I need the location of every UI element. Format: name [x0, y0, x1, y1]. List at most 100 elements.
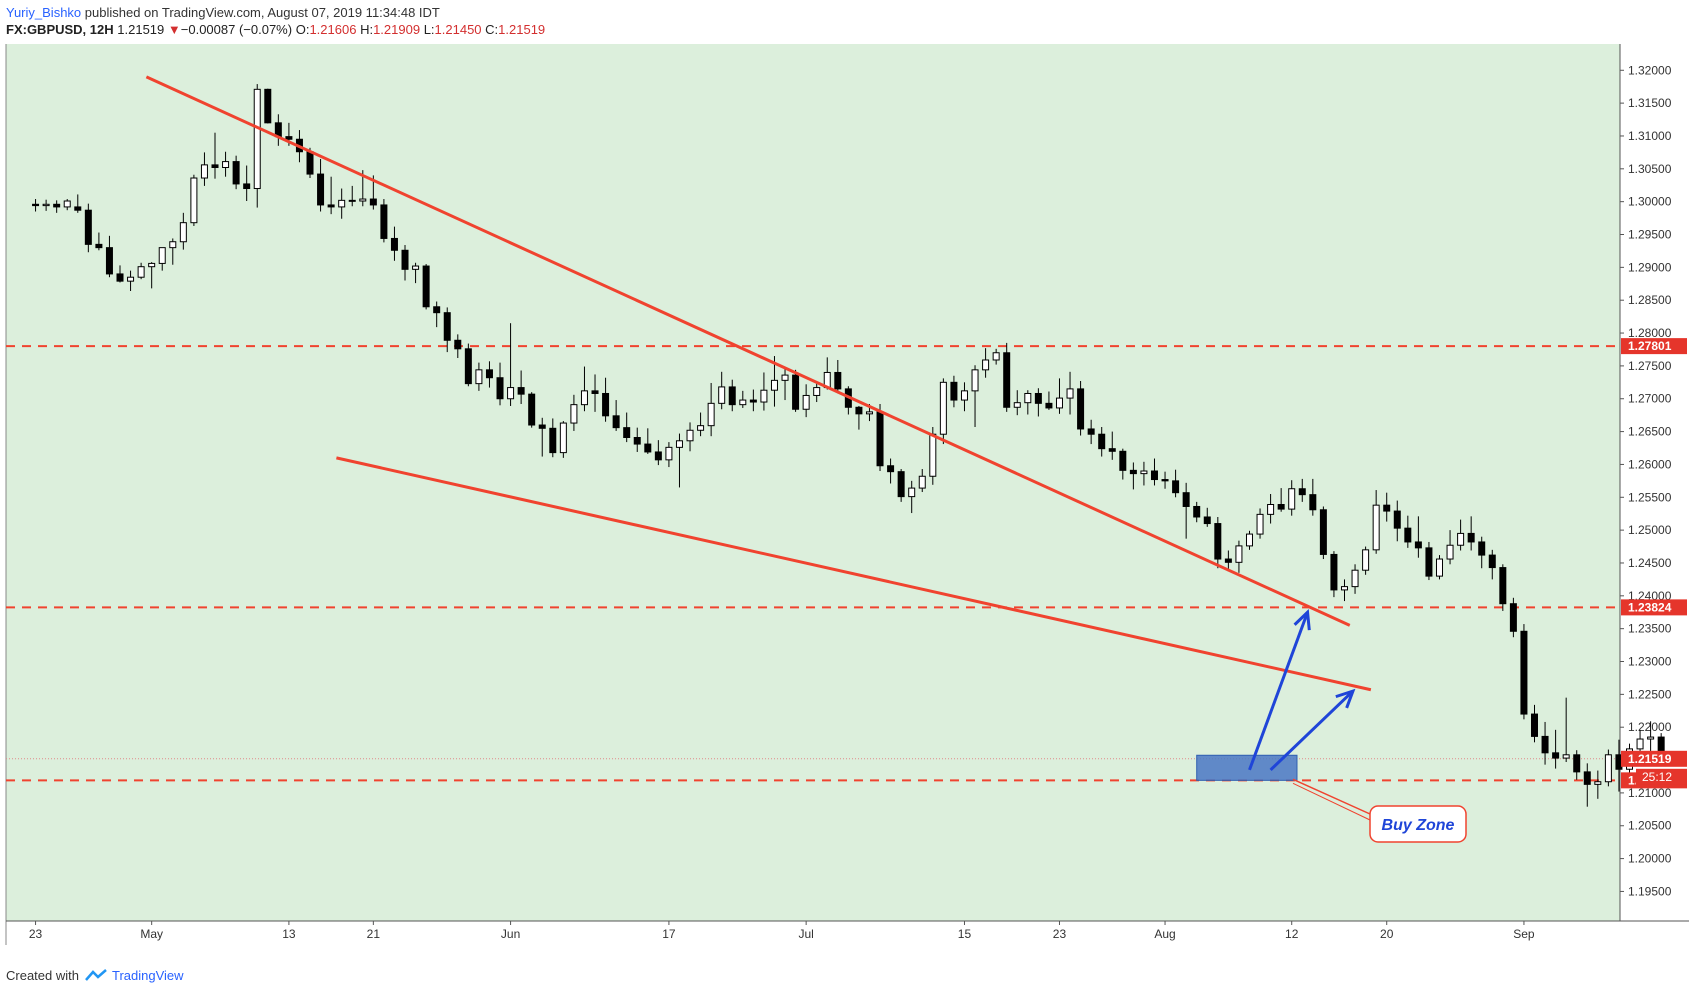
candle-body — [211, 164, 219, 169]
candle-body — [243, 183, 251, 190]
candle-body — [908, 487, 916, 498]
time-tick-label: 23 — [29, 927, 43, 941]
candle-body — [401, 249, 409, 270]
price-tick-label: 1.31000 — [1628, 129, 1672, 143]
price-tick-label: 1.22500 — [1628, 687, 1672, 701]
price-tick-label: 1.24000 — [1628, 589, 1672, 603]
candle-body — [918, 475, 926, 489]
candle-body — [1045, 402, 1053, 409]
candle-body — [348, 199, 356, 202]
candle-body — [971, 369, 979, 392]
candle-body — [887, 465, 895, 473]
candle-body — [749, 399, 757, 403]
candle-body — [644, 443, 652, 453]
candle-body — [190, 177, 198, 224]
low-label: L: — [423, 22, 435, 37]
candle-body — [580, 390, 588, 406]
price-tick-label: 1.24500 — [1628, 556, 1672, 570]
candle-body — [1478, 541, 1486, 556]
candle-body — [1372, 504, 1380, 551]
candle-body — [654, 451, 662, 461]
horizontal-levels — [6, 345, 1620, 782]
chart-header: Yuriy_Bishko published on TradingView.co… — [0, 0, 1689, 44]
candle-body — [158, 247, 166, 264]
time-axis[interactable] — [6, 921, 1689, 945]
candle-body — [105, 247, 113, 275]
candle-body — [317, 173, 325, 206]
level-price-badge — [1621, 338, 1687, 355]
candle-body — [992, 352, 1000, 361]
candle-body — [412, 265, 420, 270]
candle-body — [1224, 558, 1232, 563]
candle-body — [1193, 505, 1201, 518]
price-tick-label: 1.29000 — [1628, 260, 1672, 274]
candle-body — [137, 266, 145, 278]
candle-body — [359, 198, 367, 202]
candle-body — [1034, 392, 1042, 404]
candle-body — [95, 243, 103, 249]
current-price-badge-text: 1.21519 — [1628, 752, 1672, 766]
time-tick-label: 17 — [662, 927, 676, 941]
candle-body — [222, 161, 230, 169]
candle-body — [1055, 397, 1063, 409]
time-tick-label: 20 — [1380, 927, 1394, 941]
candle-body — [1509, 603, 1517, 632]
candle-body — [1351, 569, 1359, 588]
author-link[interactable]: Yuriy_Bishko — [6, 5, 82, 20]
price-tick-label: 1.29500 — [1628, 228, 1672, 242]
tradingview-brand[interactable]: TradingView — [112, 968, 184, 983]
candle-body — [528, 393, 536, 426]
candle-body — [1467, 532, 1475, 543]
time-tick-label: 12 — [1285, 927, 1299, 941]
candle-body — [338, 199, 346, 208]
candle-body — [1013, 402, 1021, 408]
candle-body — [179, 222, 187, 243]
candle-body — [443, 312, 451, 341]
candle-body — [1129, 469, 1137, 475]
candle-body — [813, 387, 821, 396]
change-arrow-icon: ▼ — [167, 22, 181, 37]
close-label: C: — [485, 22, 499, 37]
candle-body — [1393, 510, 1401, 529]
candle-body — [1150, 470, 1158, 481]
candle-body — [1520, 630, 1528, 715]
projection-arrow-line — [1248, 611, 1309, 771]
time-tick-label: May — [140, 927, 163, 941]
candle-body — [570, 404, 578, 424]
candle-body — [1541, 735, 1549, 754]
footer: Created with TradingView — [6, 968, 184, 983]
candle-body — [369, 198, 377, 206]
candle-body — [760, 389, 768, 403]
candle-body — [1362, 549, 1370, 571]
candle-body — [865, 411, 873, 415]
candle-body — [74, 206, 82, 211]
plot-area[interactable] — [6, 44, 1620, 921]
candle-body — [1488, 554, 1496, 569]
open-label: O: — [295, 22, 310, 37]
candle-body — [1457, 532, 1465, 546]
projection-arrow-head — [1335, 688, 1356, 709]
candle-body — [380, 204, 388, 239]
candle-body — [517, 387, 525, 395]
time-tick-label: Aug — [1154, 927, 1175, 941]
price-tick-label: 1.25000 — [1628, 523, 1672, 537]
candle-body — [1319, 509, 1327, 555]
candle-body — [982, 359, 990, 371]
candle-body — [32, 203, 40, 207]
countdown-badge-text: 25:12 — [1642, 770, 1672, 784]
candle-body — [612, 415, 620, 429]
candle-body — [169, 241, 177, 249]
candle-body — [1636, 738, 1644, 750]
candle-body — [264, 88, 272, 124]
candle-body — [633, 437, 641, 445]
candle-body — [433, 306, 441, 314]
buy-zone-group: Buy Zone — [1196, 754, 1467, 843]
candle-body — [1172, 480, 1180, 494]
candle-body — [496, 377, 504, 400]
price-tick-label: 1.27500 — [1628, 359, 1672, 373]
buy-zone-callout-line — [1292, 778, 1371, 815]
price-tick-label: 1.25500 — [1628, 490, 1672, 504]
candle-body — [665, 446, 673, 461]
